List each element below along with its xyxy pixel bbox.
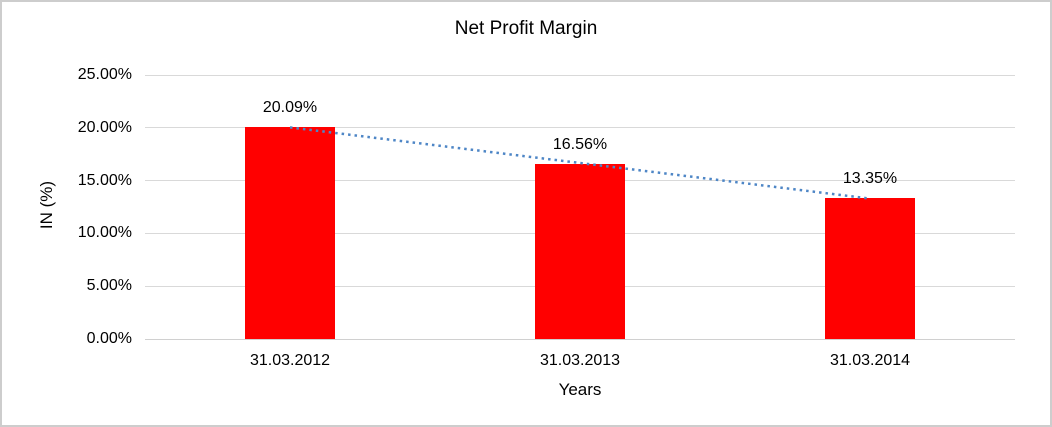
y-tick-label: 5.00% [86,277,132,295]
chart-title: Net Profit Margin [454,18,598,39]
y-tick-label: 10.00% [77,224,132,242]
y-tick-label: 25.00% [77,66,132,83]
bar [535,164,625,339]
y-tick-label: 0.00% [86,330,132,347]
x-tick-label: 31.03.2013 [539,352,621,369]
gridline [145,74,1015,76]
bar-value-label: 16.56% [552,136,608,154]
x-tick-label: 31.03.2014 [829,352,911,369]
x-tick-label: 31.03.2012 [249,352,331,369]
bar-value-label: 20.09% [262,98,318,116]
x-axis-line [145,338,1015,340]
x-axis-title: Years [558,380,602,399]
y-tick-label: 20.00% [77,118,132,136]
bar [245,126,335,339]
bar [825,198,915,339]
bar-value-label: 13.35% [842,170,898,188]
y-tick-label: 15.00% [77,171,132,189]
